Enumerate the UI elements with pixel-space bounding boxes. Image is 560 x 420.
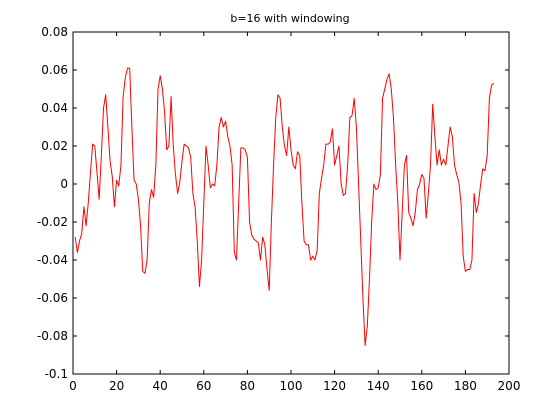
x-tick-label: 80 [240,379,255,393]
series-line-0 [74,67,495,346]
x-tick-label: 120 [323,379,346,393]
x-tick-label: 60 [196,379,211,393]
y-tick-label: 0 [60,177,68,191]
y-tick-label: -0.02 [37,215,68,229]
y-tick-label: 0.06 [41,63,68,77]
y-tick-label: 0.02 [41,139,68,153]
x-tick-label: 40 [153,379,168,393]
chart-title: b=16 with windowing [230,12,349,25]
y-tick-label: -0.04 [37,253,68,267]
x-tick-label: 140 [367,379,390,393]
series-layer [74,67,495,346]
x-tick-label: 160 [410,379,433,393]
tick-labels: 0 20 40 60 80 100 120 140 160 180 200 -0.1 -0.08 -0.0… [37,25,521,393]
x-tick-label: 100 [280,379,303,393]
y-tick-label: -0.1 [45,367,68,381]
y-tick-label: -0.06 [37,291,68,305]
y-tick-label: 0.04 [41,101,68,115]
x-tick-label: 180 [454,379,477,393]
plot-area [72,31,510,375]
y-tick-label: -0.08 [37,329,68,343]
axis-ticks [72,31,510,375]
x-tick-label: 20 [109,379,124,393]
y-tick-label: 0.08 [41,25,68,39]
x-tick-label: 200 [498,379,521,393]
x-tick-label: 0 [69,379,77,393]
